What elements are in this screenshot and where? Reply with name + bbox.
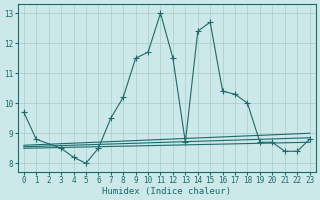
X-axis label: Humidex (Indice chaleur): Humidex (Indice chaleur) — [102, 187, 231, 196]
